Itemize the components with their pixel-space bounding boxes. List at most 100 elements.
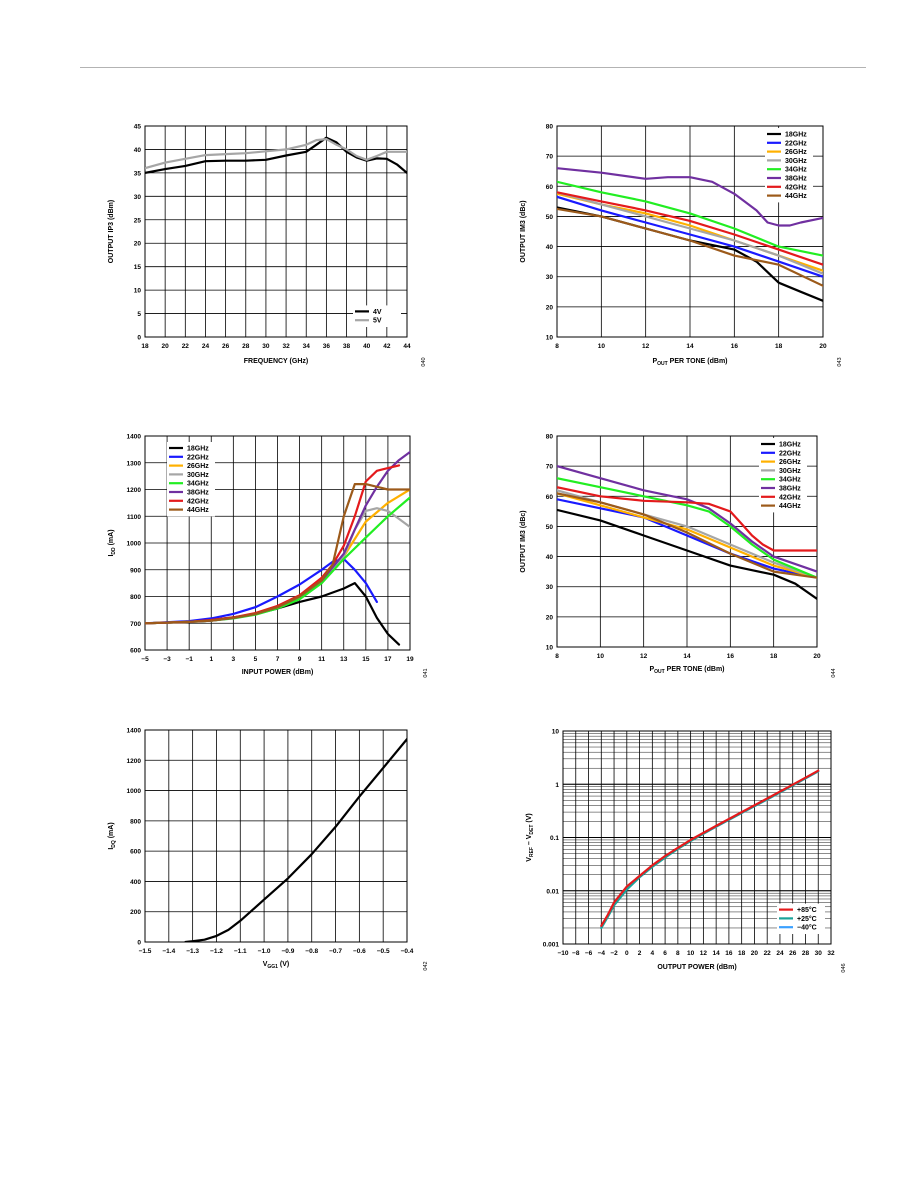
x-tick-label: 12: [640, 653, 648, 660]
x-tick-label: 15: [362, 656, 370, 663]
legend-background: [759, 438, 807, 513]
x-tick-label: 20: [819, 343, 827, 350]
x-tick-label: −1.2: [210, 948, 223, 955]
y-axis-title: IDQ (mA): [108, 822, 117, 849]
x-tick-label: −0.9: [281, 948, 294, 955]
x-tick-label: −10: [557, 950, 568, 957]
y-tick-label: 70: [546, 464, 554, 471]
legend-label: −40°C: [797, 924, 817, 932]
y-tick-label: 30: [134, 194, 142, 201]
x-axis-title: VGG1 (V): [263, 961, 290, 970]
series-line-4v: [145, 136, 407, 174]
legend-label: 44GHz: [779, 503, 801, 510]
series-group: [557, 465, 817, 600]
y-tick-label: 900: [130, 567, 141, 574]
figure-number: 042: [423, 961, 429, 970]
legend-label: 30GHz: [779, 468, 801, 475]
y-tick-label: 1300: [127, 460, 142, 467]
y-tick-label: 200: [130, 909, 141, 916]
y-tick-label: 1100: [127, 514, 141, 521]
legend-label: 34GHz: [187, 481, 209, 488]
plot-frame: [144, 125, 408, 338]
x-tick-label: −0.8: [305, 948, 318, 955]
legend-label: 22GHz: [187, 454, 209, 461]
x-tick-label: 30: [262, 343, 270, 350]
legend-label: +25°C: [797, 915, 817, 923]
legend-label: 22GHz: [785, 140, 807, 147]
x-tick-label: 10: [687, 950, 695, 957]
x-tick-label: 14: [683, 653, 691, 660]
y-tick-label: 20: [546, 614, 554, 621]
x-tick-label: 18: [775, 343, 783, 350]
y-tick-label: 25: [134, 217, 142, 224]
x-tick-label: −1.3: [186, 948, 199, 955]
x-tick-label: −1.1: [234, 948, 247, 955]
legend-label: 42GHz: [785, 184, 807, 191]
x-axis-title: POUT PER TONE (dBm): [653, 358, 728, 367]
x-tick-label: −0.4: [401, 948, 414, 955]
x-axis-title: FREQUENCY (GHz): [244, 358, 308, 365]
x-tick-label: 28: [802, 950, 810, 957]
y-tick-label: 80: [546, 124, 554, 131]
x-tick-label: 8: [555, 343, 559, 350]
x-tick-label: 22: [764, 950, 772, 957]
x-tick-label: 16: [725, 950, 733, 957]
x-axis-title: POUT PER TONE (dBm): [650, 666, 725, 675]
x-tick-label: −2: [610, 950, 618, 957]
x-tick-label: 26: [789, 950, 797, 957]
legend-label: 4V: [373, 309, 382, 316]
y-tick-label: 1: [555, 782, 559, 789]
x-tick-label: −5: [141, 656, 149, 663]
x-tick-label: 44: [403, 343, 411, 350]
figure-number: 046: [841, 963, 847, 972]
x-tick-label: 12: [642, 343, 650, 350]
plot-frame: [562, 730, 832, 945]
series-line-42ghz: [557, 486, 817, 552]
legend-label: 38GHz: [187, 490, 209, 497]
x-tick-label: 5: [254, 656, 258, 663]
y-tick-label: 10: [546, 645, 554, 652]
legend-label: 5V: [373, 318, 382, 325]
series-line-42ghz: [557, 191, 823, 266]
y-tick-label: 10: [552, 729, 560, 736]
y-tick-label: 40: [546, 554, 554, 561]
y-tick-label: 10: [546, 335, 554, 342]
legend-label: 38GHz: [785, 176, 807, 183]
x-tick-label: 10: [598, 343, 606, 350]
y-tick-label: 80: [546, 434, 554, 441]
x-tick-label: 40: [363, 343, 371, 350]
series-line: [184, 737, 407, 942]
series-group: [145, 136, 407, 174]
chart-grid: [144, 729, 408, 943]
y-tick-label: 1400: [127, 728, 142, 735]
x-tick-label: 8: [555, 653, 559, 660]
x-tick-label: 38: [343, 343, 351, 350]
y-tick-label: 1400: [127, 434, 142, 441]
y-tick-label: 0: [137, 940, 141, 947]
legend-label: 18GHz: [187, 446, 209, 453]
series-line-34ghz: [557, 477, 817, 579]
chart-6: −10 −8 −6 −4 −2 0 2 4 6 8 10 12 14 16 18 20 22 24 26 28 30 32…: [526, 729, 847, 973]
series-line-38ghz: [557, 465, 817, 573]
y-tick-label: 0.001: [543, 942, 560, 949]
plot-frame: [144, 435, 411, 651]
y-axis-title: IDD (mA): [108, 529, 117, 556]
x-tick-label: 16: [731, 343, 739, 350]
x-tick-label: 28: [242, 343, 250, 350]
series-group: [184, 737, 407, 942]
x-tick-label: 18: [738, 950, 746, 957]
x-tick-label: −1.5: [139, 948, 152, 955]
x-tick-label: 26: [222, 343, 230, 350]
y-tick-label: 5: [137, 311, 141, 318]
x-tick-label: 18: [141, 343, 149, 350]
x-tick-label: 20: [751, 950, 759, 957]
x-tick-label: 14: [686, 343, 694, 350]
y-tick-label: 600: [130, 648, 141, 655]
y-tick-label: 40: [546, 244, 554, 251]
y-tick-label: 800: [130, 594, 141, 601]
